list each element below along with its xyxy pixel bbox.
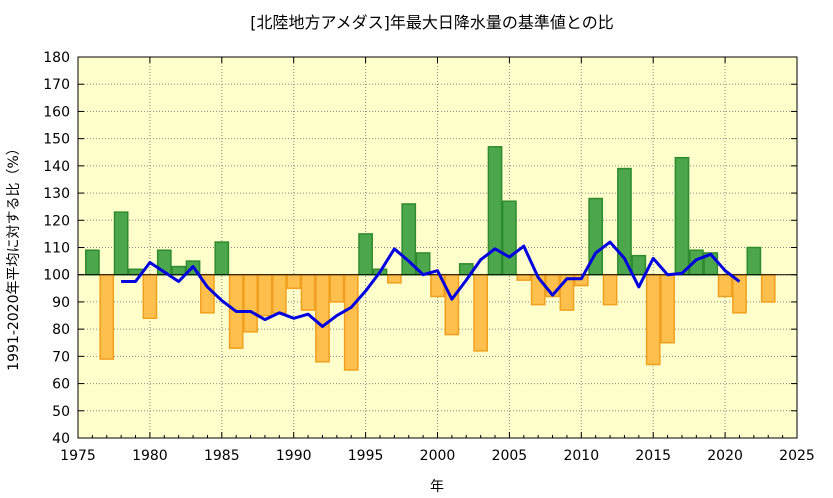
bar-1988 bbox=[257, 273, 273, 317]
y-tick-label: 110 bbox=[43, 241, 70, 257]
x-tick-label: 2015 bbox=[635, 448, 671, 464]
y-tick-label: 70 bbox=[52, 349, 70, 365]
x-tick-label: 1975 bbox=[60, 448, 96, 464]
x-tick-label: 2025 bbox=[779, 448, 815, 464]
y-tick-label: 150 bbox=[43, 132, 70, 148]
x-tick-label: 2020 bbox=[707, 448, 743, 464]
y-tick-label: 60 bbox=[52, 377, 70, 393]
bar-2012 bbox=[602, 273, 618, 306]
x-tick-label: 1990 bbox=[276, 448, 312, 464]
bar-2017 bbox=[674, 156, 690, 276]
bar-2020 bbox=[717, 273, 733, 298]
moving-average-line bbox=[121, 240, 741, 328]
bar-2004 bbox=[487, 146, 503, 276]
x-axis: 1975 1980 1985 1990 1995 2000 2005 2010 2015 2020… bbox=[60, 57, 815, 464]
bar-1977 bbox=[99, 273, 115, 360]
y-tick-label: 180 bbox=[43, 50, 70, 66]
bar-1994 bbox=[343, 273, 359, 371]
y-tick-label: 170 bbox=[43, 77, 70, 93]
x-tick-label: 1995 bbox=[348, 448, 384, 464]
x-tick-label: 2010 bbox=[563, 448, 599, 464]
y-tick-label: 80 bbox=[52, 322, 70, 338]
y-axis: 40 50 60 70 80 90 100 110 120 130 140 150 160 170 180 bbox=[43, 50, 797, 447]
bar-1992 bbox=[315, 273, 330, 363]
bar-2001 bbox=[444, 273, 460, 336]
bar-2014 bbox=[631, 254, 647, 276]
y-axis-label: 1991-2020年平均に対する比（%） bbox=[6, 141, 22, 371]
bar-1980 bbox=[142, 273, 158, 320]
y-tick-label: 130 bbox=[43, 186, 70, 202]
bar-1991 bbox=[300, 273, 316, 311]
bar-1978 bbox=[113, 211, 129, 276]
bar-1995 bbox=[358, 233, 373, 276]
bar-1982 bbox=[171, 265, 187, 276]
y-tick-label: 160 bbox=[43, 104, 70, 120]
bar-1985 bbox=[214, 241, 230, 276]
x-tick-label: 1985 bbox=[204, 448, 240, 464]
bar-2006 bbox=[516, 273, 532, 281]
grid bbox=[78, 57, 797, 438]
bar-1990 bbox=[286, 273, 302, 290]
y-tick-label: 140 bbox=[43, 159, 70, 175]
bar-2015 bbox=[645, 273, 661, 366]
y-tick-label: 100 bbox=[43, 268, 70, 284]
bar-2016 bbox=[660, 273, 675, 344]
x-tick-label: 1980 bbox=[132, 448, 168, 464]
bar-2003 bbox=[473, 273, 489, 352]
x-tick-label: 2005 bbox=[492, 448, 528, 464]
bar-2023 bbox=[760, 273, 776, 303]
bar-2005 bbox=[502, 200, 517, 276]
x-axis-label: 年 bbox=[430, 479, 444, 495]
y-tick-label: 120 bbox=[43, 213, 70, 229]
y-tick-label: 40 bbox=[52, 431, 70, 447]
x-tick-label: 2000 bbox=[420, 448, 456, 464]
y-tick-label: 50 bbox=[52, 404, 70, 420]
chart-title: [北陸地方アメダス]年最大日降水量の基準値との比 bbox=[250, 13, 614, 32]
bar-1997 bbox=[386, 273, 402, 284]
bar-1993 bbox=[329, 273, 345, 303]
bar-1989 bbox=[271, 273, 287, 314]
bar-1976 bbox=[85, 249, 100, 276]
bar-2022 bbox=[746, 246, 762, 276]
y-tick-label: 90 bbox=[52, 295, 70, 311]
bar-1987 bbox=[243, 273, 258, 333]
